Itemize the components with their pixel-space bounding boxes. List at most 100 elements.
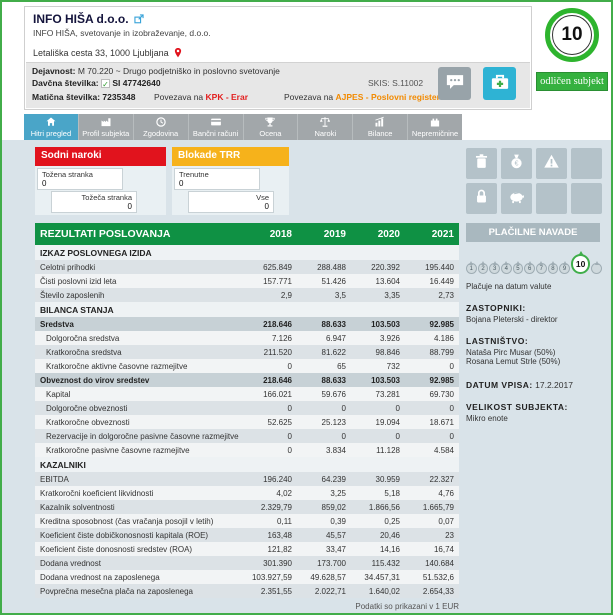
results-table: REZULTATI POSLOVANJA 2018 2019 2020 2021… <box>35 223 459 598</box>
plaintiff-field: Tožeča stranka 0 <box>51 191 137 213</box>
row-label: Število zaposlenih <box>35 288 243 302</box>
row-label: Kratkoročni koeficient likvidnosti <box>35 486 243 500</box>
registration-date-value: 17.2.2017 <box>535 380 573 390</box>
company-name: INFO HIŠA d.o.o. <box>33 12 129 26</box>
table-row: Dodana vrednost 301.390 173.700 115.432 140.… <box>35 556 459 570</box>
factory-icon <box>100 116 112 128</box>
tab-profil-subjekta[interactable]: Profil subjekta <box>79 114 134 140</box>
table-row: Čisti poslovni izid leta 157.771 51.426 13.… <box>35 274 459 288</box>
row-value: 0 <box>405 401 459 415</box>
row-value: 301.390 <box>243 556 297 570</box>
kpk-prefix: Povezava na <box>154 92 206 102</box>
row-value: 98.846 <box>351 345 405 359</box>
lock-button[interactable] <box>466 183 497 214</box>
current-blockades-label: Trenutne <box>179 170 209 179</box>
row-value: 1.640,02 <box>351 584 405 598</box>
row-value: 92.985 <box>405 373 459 387</box>
row-value: 0 <box>297 401 351 415</box>
row-value: 1.665,79 <box>405 500 459 514</box>
svg-text:€: € <box>515 160 519 167</box>
row-value: 92.985 <box>405 317 459 331</box>
row-value: 20,46 <box>351 528 405 542</box>
row-value: 18.671 <box>405 415 459 429</box>
table-section-row: BILANCA STANJA <box>35 302 459 317</box>
row-value: 2,73 <box>405 288 459 302</box>
content-area: Sodni naroki Tožena stranka 0 Tožeča str… <box>2 140 611 613</box>
row-value: 0,07 <box>405 514 459 528</box>
activity-value: M 70.220 ~ Drugo podjetniško in poslovno… <box>77 66 280 76</box>
row-value: 4,02 <box>243 486 297 500</box>
tab-bilance[interactable]: Bilance <box>353 114 409 140</box>
row-value: 4,76 <box>405 486 459 500</box>
add-to-portfolio-button[interactable] <box>483 67 516 100</box>
location-pin-icon[interactable] <box>173 47 183 59</box>
vat-label: Davčna številka: <box>32 78 99 88</box>
piggy-bank-button[interactable] <box>501 183 532 214</box>
row-value: 81.622 <box>297 345 351 359</box>
piggy-bank-icon <box>508 188 525 210</box>
defendant-label: Tožena stranka <box>42 170 93 179</box>
row-value: 2.329,79 <box>243 500 297 514</box>
money-bag-button[interactable]: € <box>501 148 532 179</box>
empty-slot <box>571 148 602 179</box>
row-label: Koeficient čiste donosnosti sredstev (RO… <box>35 542 243 556</box>
row-label: Celotni prihodki <box>35 260 243 274</box>
row-value: 0,39 <box>297 514 351 528</box>
table-row: Kazalnik solventnosti 2.329,79 859,02 1.866… <box>35 500 459 514</box>
row-value: 16,74 <box>405 542 459 556</box>
plaintiff-value: 0 <box>127 202 132 211</box>
warning-button[interactable] <box>536 148 567 179</box>
row-value: 30.959 <box>351 472 405 486</box>
row-value: 69.730 <box>405 387 459 401</box>
tab-naroki[interactable]: Naroki <box>298 114 354 140</box>
money-bag-icon: € <box>508 153 525 175</box>
ajpes-register-link[interactable]: AJPES - Poslovni register <box>335 92 440 102</box>
row-label: Kapital <box>35 387 243 401</box>
row-value: 166.021 <box>243 387 297 401</box>
tab-zgodovina[interactable]: Zgodovina <box>134 114 189 140</box>
reg-number-value: 7235348 <box>102 92 136 102</box>
table-row: Sredstva 218.646 88.633 103.503 92.985 <box>35 317 459 331</box>
row-value: 34.457,31 <box>351 570 405 584</box>
ajpes-prefix: Povezava na <box>284 92 336 102</box>
row-value: 2.654,33 <box>405 584 459 598</box>
owners-list: Nataša Pirc Musar (50%) Rosana Lemut Strl… <box>466 348 602 366</box>
card-icon <box>210 116 222 128</box>
results-table-body: IZKAZ POSLOVNEGA IZIDA Celotni prihodki 62… <box>35 245 459 598</box>
tab-nepremicnine[interactable]: Nepremičnine <box>408 114 462 140</box>
kpk-erar-link[interactable]: KPK - Erar <box>205 92 249 102</box>
table-section-label: KAZALNIKI <box>35 457 459 472</box>
company-card: INFO HIŠA d.o.o. INFO HIŠA, svetovanje i… <box>24 6 532 110</box>
scale-step: 4 <box>500 263 512 274</box>
row-value: 73.281 <box>351 387 405 401</box>
trash-button[interactable] <box>466 148 497 179</box>
scales-icon <box>319 116 331 128</box>
row-value: 121,82 <box>243 542 297 556</box>
tab-ocena[interactable]: Ocena <box>244 114 299 140</box>
building-icon <box>429 116 441 128</box>
results-table-header: REZULTATI POSLOVANJA 2018 2019 2020 2021 <box>35 223 459 245</box>
row-value: 6.947 <box>297 331 351 345</box>
row-value: 195.440 <box>405 260 459 274</box>
sidebar-icon-grid: € <box>466 148 602 214</box>
external-link-icon[interactable] <box>133 14 144 24</box>
sidebar: € PLAČILNE NAVADE 1 2 3 4 5 6 7 8 9 10 Plačuje na… <box>466 148 602 423</box>
row-value: 51.532,6 <box>405 570 459 584</box>
table-row: Kratkoročni koeficient likvidnosti 4,02 3,… <box>35 486 459 500</box>
tab-bancni-racuni[interactable]: Bančni računi <box>189 114 244 140</box>
tab-hitri-pregled[interactable]: Hitri pregled <box>24 114 79 140</box>
company-details-box: Dejavnost: M 70.220 ~ Drugo podjetniško … <box>26 62 530 108</box>
row-label: Dolgoročna sredstva <box>35 331 243 345</box>
row-value: 218.646 <box>243 373 297 387</box>
comments-button[interactable] <box>438 67 471 100</box>
row-value: 0 <box>243 401 297 415</box>
year-column-header: 2019 <box>297 223 351 245</box>
row-value: 52.625 <box>243 415 297 429</box>
scale-step: 8 <box>547 263 559 274</box>
table-row: Obveznost do virov sredstev 218.646 88.633… <box>35 373 459 387</box>
ajpes-link-line: Povezava na AJPES - Poslovni register <box>284 92 440 102</box>
row-label: Kratkoročne pasivne časovne razmejitve <box>35 443 243 457</box>
scale-step: 7 <box>535 263 547 274</box>
row-value: 220.392 <box>351 260 405 274</box>
court-hearings-box: Sodni naroki Tožena stranka 0 Tožeča str… <box>35 147 166 215</box>
